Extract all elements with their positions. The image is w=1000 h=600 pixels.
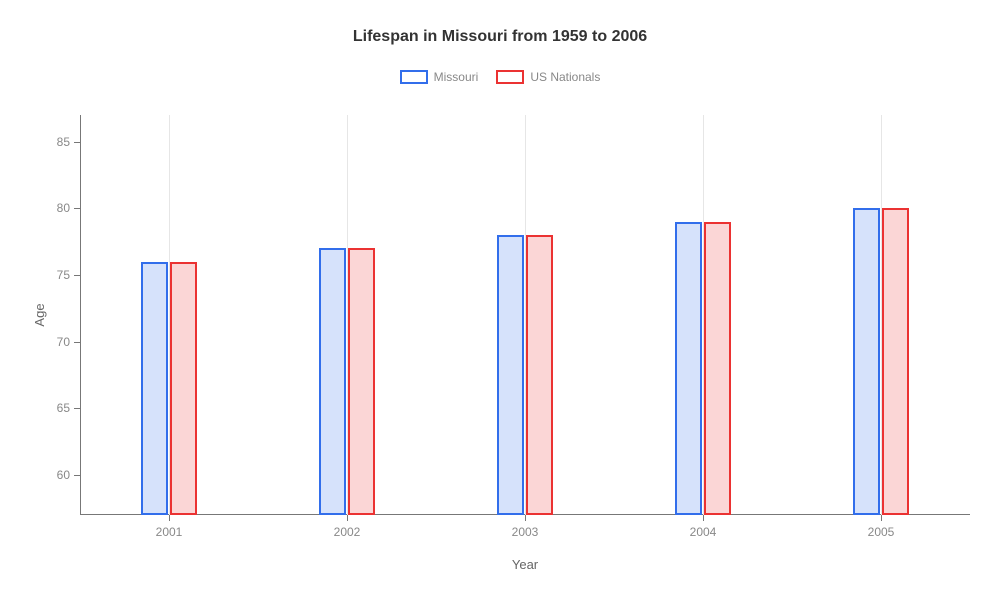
bar <box>170 262 197 515</box>
y-axis-line <box>80 115 81 515</box>
y-tick-mark <box>74 408 80 409</box>
x-tick-mark <box>881 515 882 521</box>
bar <box>853 208 880 515</box>
bar <box>675 222 702 515</box>
y-tick-mark <box>74 342 80 343</box>
y-tick-mark <box>74 275 80 276</box>
bar <box>704 222 731 515</box>
x-tick-mark <box>347 515 348 521</box>
legend-swatch-missouri <box>400 70 428 84</box>
bar <box>882 208 909 515</box>
legend-label-us-nationals: US Nationals <box>530 70 600 84</box>
x-axis-label: Year <box>512 557 538 572</box>
chart-title: Lifespan in Missouri from 1959 to 2006 <box>0 28 1000 46</box>
y-tick-mark <box>74 475 80 476</box>
y-tick-mark <box>74 142 80 143</box>
plot-area: 60657075808520012002200320042005 <box>80 115 970 515</box>
y-tick-mark <box>74 208 80 209</box>
legend-swatch-us-nationals <box>496 70 524 84</box>
bar <box>141 262 168 515</box>
bar <box>526 235 553 515</box>
y-axis-label: Age <box>32 303 47 326</box>
legend-item-us-nationals: US Nationals <box>496 70 600 84</box>
legend-item-missouri: Missouri <box>400 70 479 84</box>
bar <box>348 248 375 515</box>
x-tick-mark <box>703 515 704 521</box>
legend-label-missouri: Missouri <box>434 70 479 84</box>
legend: Missouri US Nationals <box>0 70 1000 84</box>
x-tick-mark <box>525 515 526 521</box>
bar <box>497 235 524 515</box>
bar <box>319 248 346 515</box>
x-tick-mark <box>169 515 170 521</box>
